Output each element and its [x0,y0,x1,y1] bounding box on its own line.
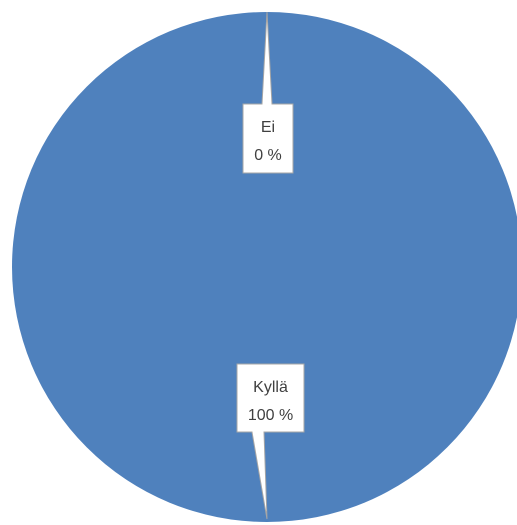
data-label-category-kylla: Kyllä [253,379,288,396]
data-label-percent-kylla: 100 % [248,407,293,424]
data-label-category-ei: Ei [261,119,275,136]
data-label-percent-ei: 0 % [254,147,282,164]
